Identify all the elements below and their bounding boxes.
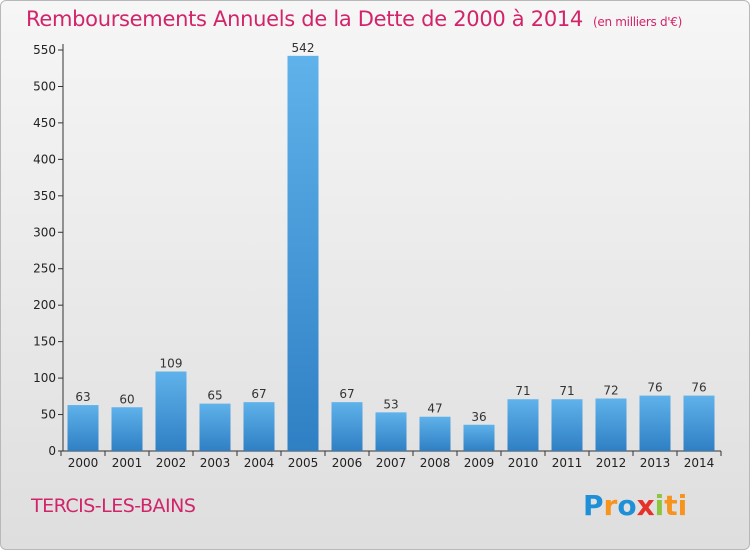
- bar: [375, 412, 407, 451]
- bar: [639, 395, 671, 451]
- x-tick-label: 2011: [552, 456, 583, 470]
- x-tick-label: 2006: [332, 456, 363, 470]
- data-label: 65: [207, 389, 222, 403]
- chart-unit: (en milliers d'€): [593, 15, 683, 29]
- y-tick-label: 50: [41, 408, 56, 422]
- y-tick-label: 150: [33, 335, 56, 349]
- y-tick-label: 500: [33, 79, 56, 93]
- data-label: 72: [603, 384, 618, 398]
- x-tick-label: 2008: [420, 456, 451, 470]
- x-tick-label: 2003: [200, 456, 231, 470]
- data-label: 109: [160, 357, 183, 371]
- y-tick-label: 450: [33, 116, 56, 130]
- x-tick-label: 2001: [112, 456, 143, 470]
- data-label: 76: [647, 381, 662, 395]
- x-tick-label: 2013: [640, 456, 671, 470]
- bar: [67, 405, 99, 451]
- y-tick-label: 400: [33, 152, 56, 166]
- bar: [331, 402, 363, 451]
- x-tick-label: 2007: [376, 456, 407, 470]
- y-tick-label: 250: [33, 262, 56, 276]
- x-tick-label: 2000: [68, 456, 99, 470]
- y-tick-label: 300: [33, 225, 56, 239]
- bar: [683, 395, 715, 451]
- x-tick-label: 2009: [464, 456, 495, 470]
- commune-name: TERCIS-LES-BAINS: [31, 495, 196, 517]
- x-tick-label: 2010: [508, 456, 539, 470]
- data-label: 60: [119, 392, 134, 406]
- y-tick-label: 0: [48, 444, 56, 458]
- chart-title-text: Remboursements Annuels de la Dette de 20…: [26, 7, 583, 31]
- chart-title: Remboursements Annuels de la Dette de 20…: [26, 7, 682, 31]
- data-label: 67: [339, 387, 354, 401]
- data-label: 47: [427, 402, 442, 416]
- bar: [463, 424, 495, 451]
- bar: [243, 402, 275, 451]
- data-label: 76: [691, 381, 706, 395]
- bar: [199, 403, 231, 451]
- x-tick-label: 2004: [244, 456, 275, 470]
- bar: [111, 407, 143, 451]
- y-tick-label: 200: [33, 298, 56, 312]
- data-label: 36: [471, 410, 486, 424]
- bar: [595, 398, 627, 451]
- data-label: 63: [75, 390, 90, 404]
- data-label: 71: [559, 384, 574, 398]
- bar: [287, 55, 319, 451]
- y-tick-label: 350: [33, 189, 56, 203]
- data-label: 53: [383, 397, 398, 411]
- bar: [419, 416, 451, 451]
- proxiti-logo: Proxiti: [583, 489, 688, 522]
- bar: [507, 399, 539, 451]
- x-tick-label: 2002: [156, 456, 187, 470]
- x-tick-label: 2012: [596, 456, 627, 470]
- data-label: 67: [251, 387, 266, 401]
- y-tick-label: 100: [33, 371, 56, 385]
- x-tick-label: 2005: [288, 456, 319, 470]
- data-label: 542: [292, 41, 315, 55]
- data-label: 71: [515, 384, 530, 398]
- y-tick-label: 550: [33, 43, 56, 57]
- bar: [155, 371, 187, 451]
- x-tick-label: 2014: [684, 456, 715, 470]
- bar: [551, 399, 583, 451]
